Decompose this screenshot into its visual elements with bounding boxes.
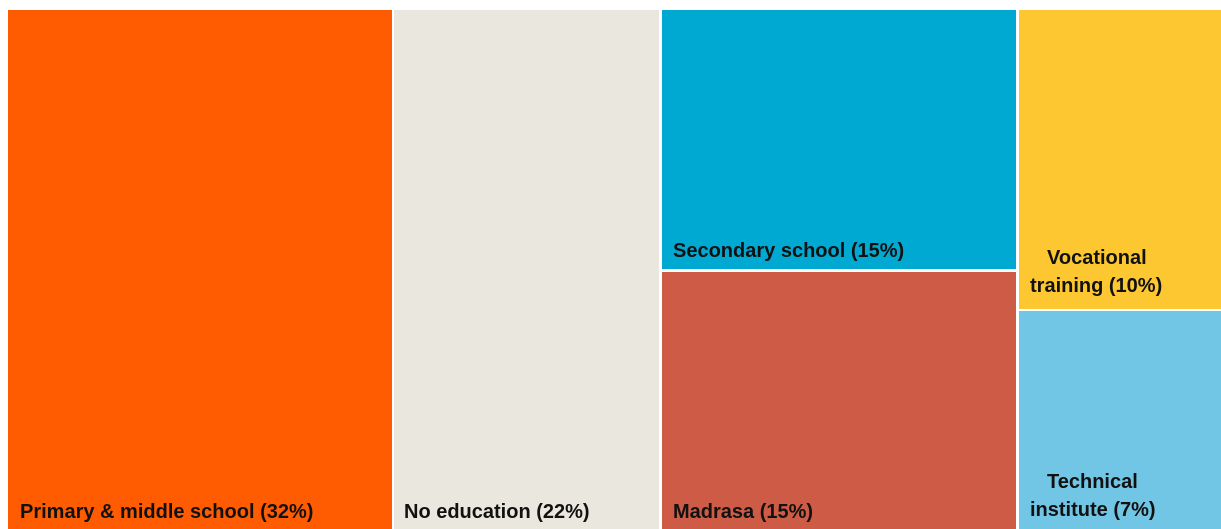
label-primary-middle-school: Primary & middle school (32%) <box>20 501 314 523</box>
label-technical-institute-line1: Technical <box>1047 471 1138 493</box>
tile-madrasa <box>662 272 1016 529</box>
label-secondary-school: Secondary school (15%) <box>673 240 905 262</box>
tile-secondary-school <box>662 10 1016 269</box>
tile-vocational-training <box>1019 10 1221 309</box>
tile-primary-middle-school <box>8 10 392 529</box>
tile-no-education <box>394 10 659 529</box>
label-madrasa: Madrasa (15%) <box>673 501 814 523</box>
label-vocational-training-line2: training (10%) <box>1030 275 1163 297</box>
tile-technical-institute <box>1019 311 1221 529</box>
label-no-education: No education (22%) <box>404 501 590 523</box>
label-technical-institute-line2: institute (7%) <box>1030 499 1156 521</box>
label-vocational-training-line1: Vocational <box>1047 247 1147 269</box>
